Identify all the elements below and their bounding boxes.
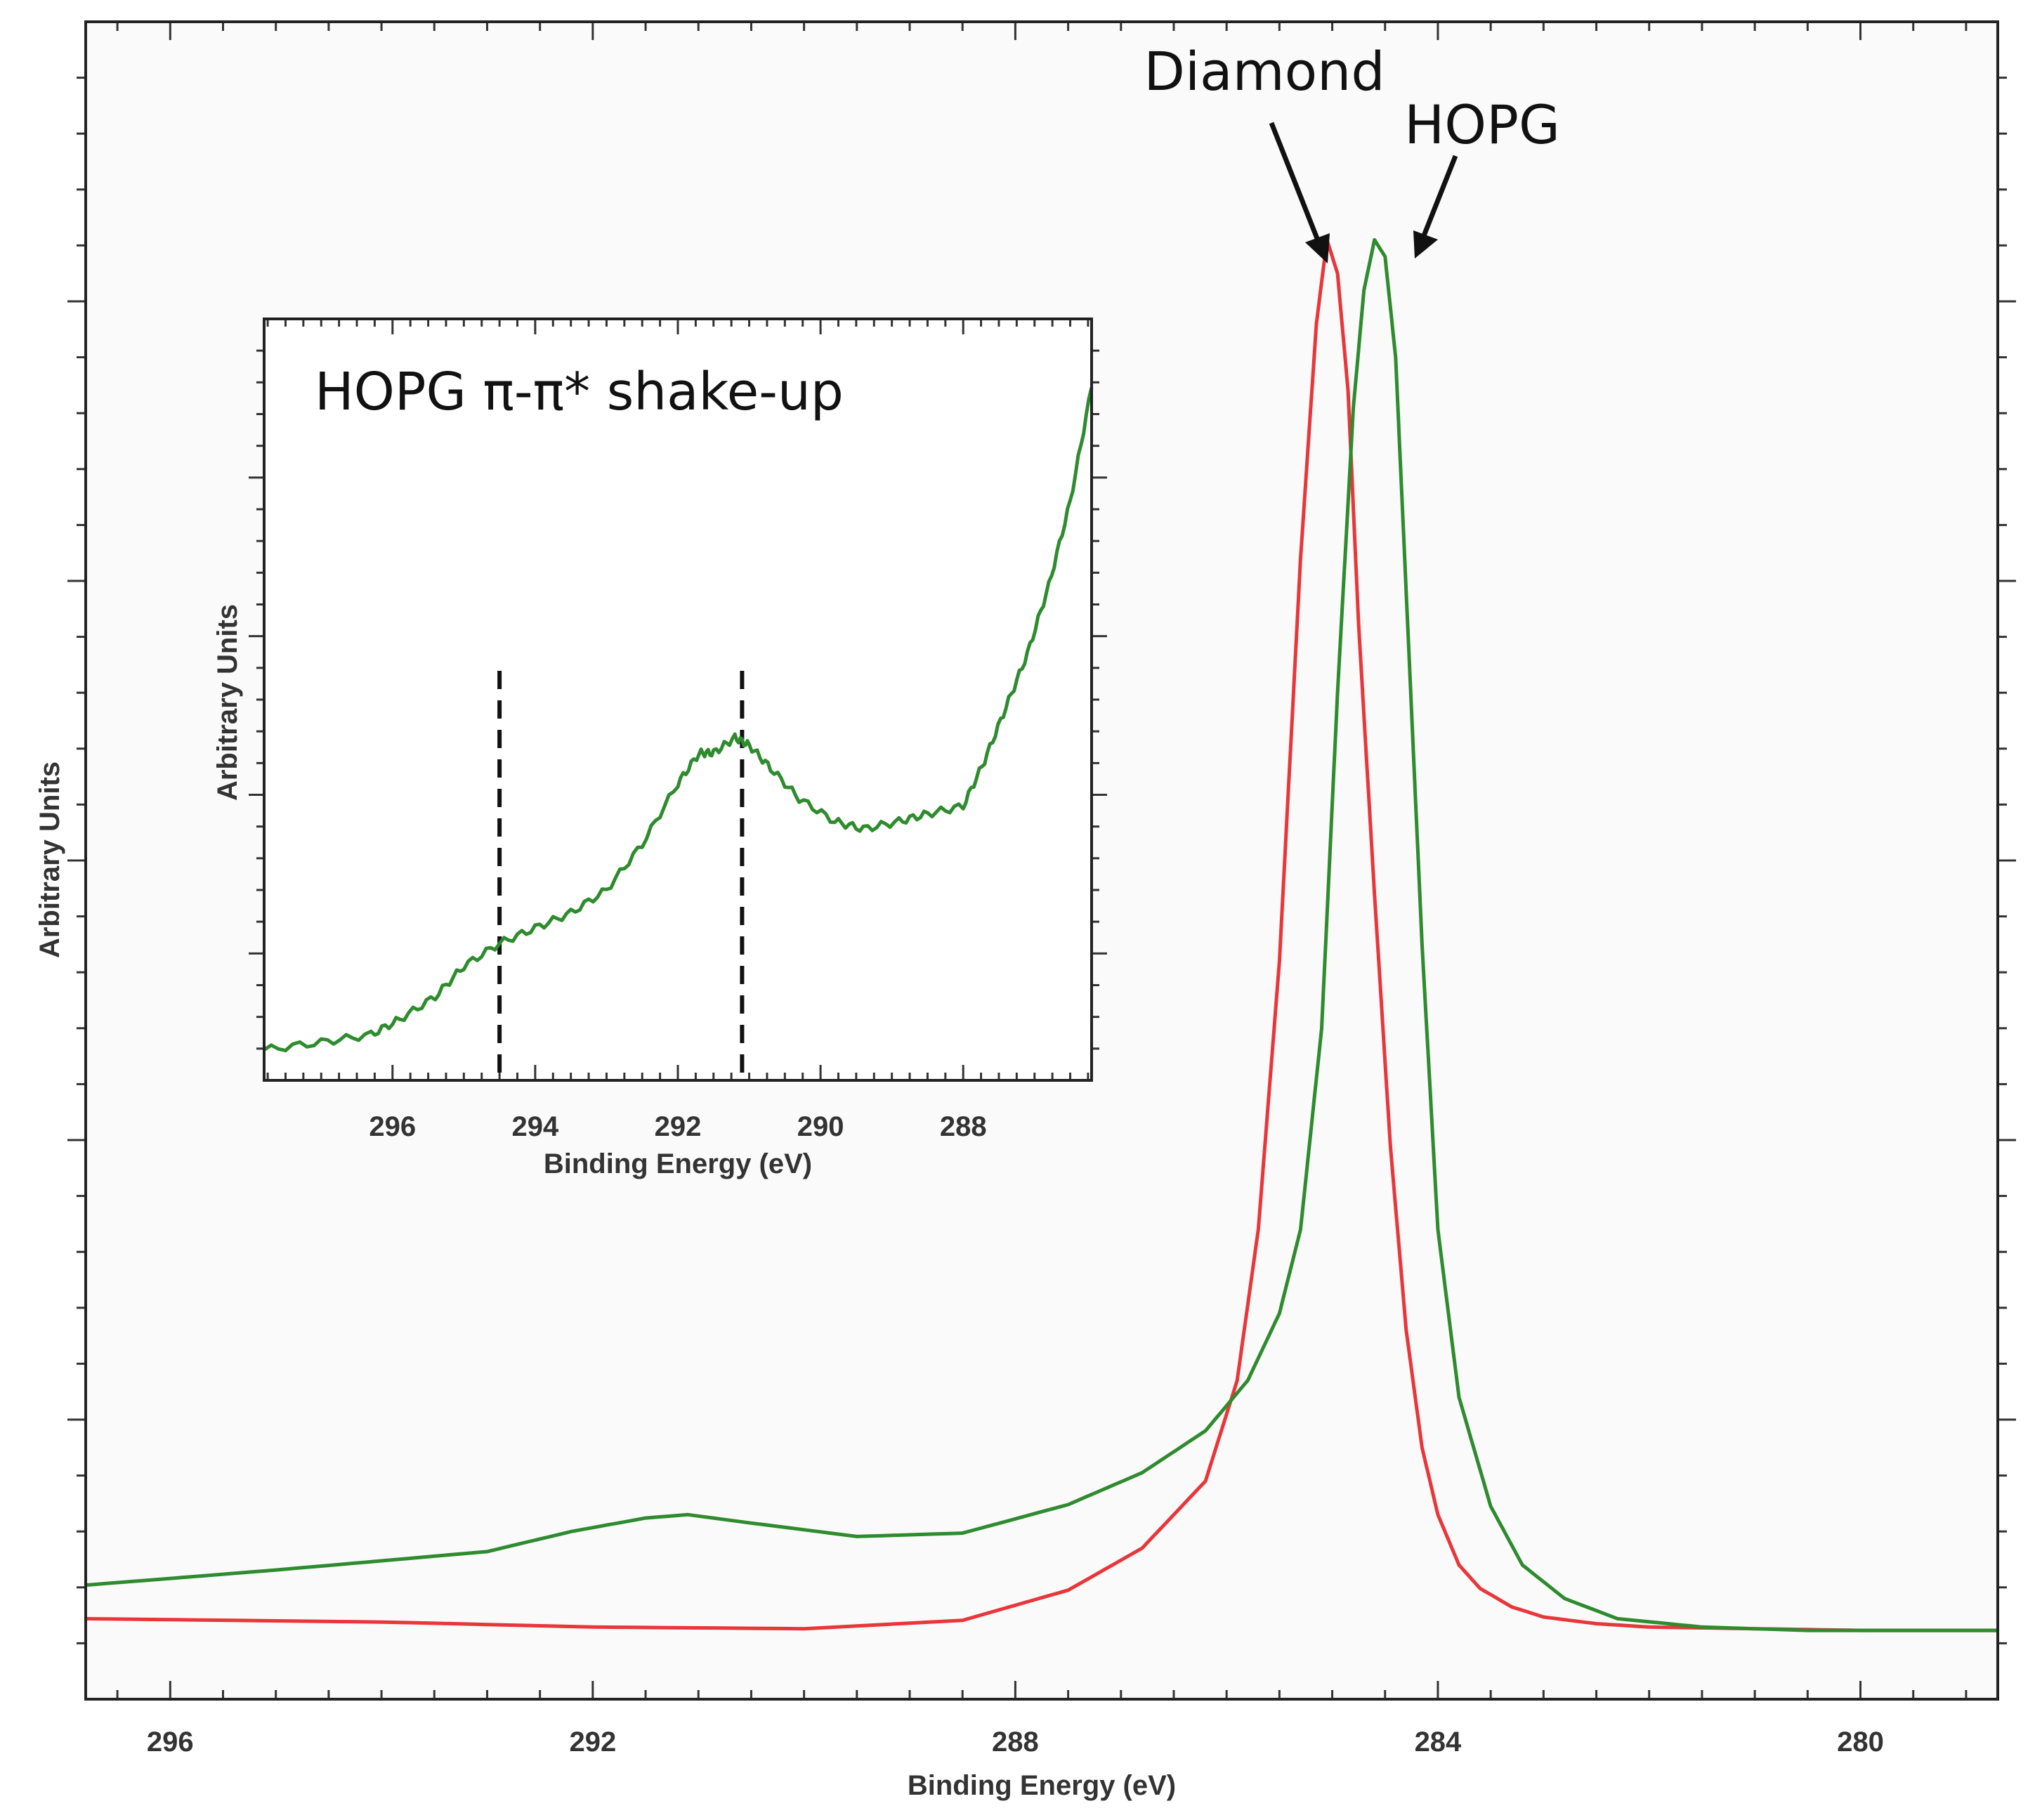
inset-x-tick-labels: 296 294 292 290 288 [369, 1111, 986, 1142]
inset-series-group [263, 387, 1094, 1053]
diamond-arrow-shaft [1269, 122, 1322, 245]
inset-plot-frame [263, 317, 1093, 1082]
inset-x-tick-label: 294 [512, 1111, 559, 1142]
inset-plot-area [264, 319, 1092, 1080]
main-tick-marks [67, 22, 2016, 1699]
inset-plot: 296 294 292 290 288 HOPG π-π* shake-up Bindi… [212, 317, 1107, 1179]
main-series-hopg-line [85, 237, 1998, 1632]
diamond-arrow [1269, 122, 1330, 263]
inset-x-tick-label: 288 [940, 1111, 987, 1142]
main-x-tick-label: 288 [992, 1727, 1039, 1757]
inset-title: HOPG π-π* shake-up [315, 362, 844, 422]
inset-y-axis-label: Arbitrary Units [212, 604, 243, 801]
inset-x-axis-label: Binding Energy (eV) [544, 1148, 812, 1179]
main-x-tick-labels: 296 292 288 284 280 [147, 1727, 1884, 1757]
main-x-tick-label: 296 [147, 1727, 194, 1757]
main-plot-frame [84, 20, 1999, 1701]
main-series-group [85, 237, 1998, 1632]
hopg-arrow-head [1413, 230, 1438, 258]
diamond-arrow-head [1305, 233, 1330, 263]
inset-series-hopg-line [263, 387, 1094, 1053]
hopg-annotation-label: HOPG [1404, 93, 1560, 156]
main-series-diamond-line [85, 237, 1998, 1632]
main-x-tick-label: 292 [569, 1727, 616, 1757]
diamond-annotation-label: Diamond [1144, 40, 1385, 103]
inset-x-tick-label: 290 [797, 1111, 844, 1142]
main-x-axis-label: Binding Energy (eV) [908, 1770, 1176, 1801]
inset-x-tick-label: 296 [369, 1111, 416, 1142]
main-x-tick-label: 284 [1415, 1727, 1462, 1757]
main-y-axis-label: Arbitrary Units [34, 761, 65, 958]
hopg-arrow-shaft [1420, 155, 1458, 239]
main-x-tick-label: 280 [1837, 1727, 1884, 1757]
peak-annotations: Diamond HOPG [1144, 40, 1560, 263]
hopg-arrow [1413, 155, 1458, 258]
inset-x-tick-label: 292 [655, 1111, 702, 1142]
